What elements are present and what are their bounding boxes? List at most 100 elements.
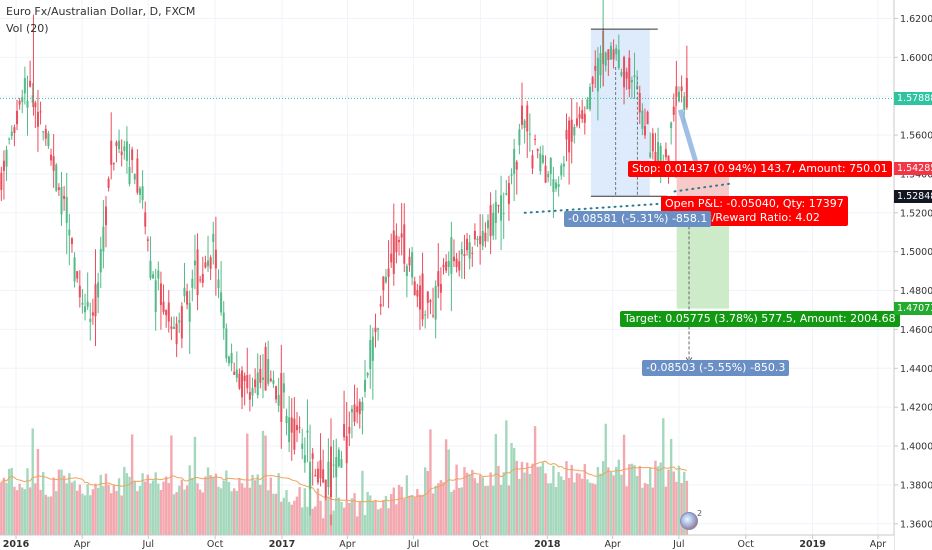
- candle-body: [654, 152, 657, 165]
- candle-body: [301, 443, 304, 449]
- volume-bar: [31, 428, 34, 535]
- volume-bar: [418, 494, 422, 535]
- candle-body: [238, 373, 241, 389]
- candle-body: [403, 224, 406, 264]
- candle-body: [327, 461, 330, 488]
- time-axis: 2016 Apr Jul Oct 2017 Apr Jul Oct 2018 Apr Jul Oct 2…: [0, 534, 894, 550]
- volume-bar: [10, 467, 13, 535]
- candle-body: [489, 205, 492, 237]
- volume-bar: [578, 473, 581, 535]
- volume-bar: [251, 474, 254, 535]
- candle-body: [350, 408, 353, 413]
- candle-body: [570, 119, 573, 142]
- time-tick-label: 2016: [3, 539, 30, 550]
- volume-bar: [350, 498, 354, 535]
- candle-body: [133, 174, 136, 180]
- volume-bar: [463, 467, 466, 535]
- candle-body: [392, 230, 395, 274]
- candle-body: [180, 306, 183, 339]
- volume-bar: [154, 472, 157, 535]
- candle-body: [241, 370, 244, 398]
- candle-body: [625, 71, 628, 79]
- candle-body: [34, 102, 37, 108]
- volume-bar: [599, 473, 602, 535]
- candle-body: [442, 264, 445, 268]
- candle-body: [277, 394, 280, 406]
- candle-body: [225, 328, 228, 359]
- volume-bar: [539, 466, 542, 535]
- candle-body: [513, 148, 516, 174]
- candle-body: [607, 49, 610, 60]
- candle-body: [405, 265, 408, 277]
- volume-bar: [410, 494, 414, 535]
- candle-body: [159, 283, 162, 306]
- volume-bar: [138, 486, 142, 535]
- volume-bar: [604, 423, 607, 535]
- candle-body: [330, 446, 333, 498]
- target-label: Target: 0.05775 (3.78%) 577.5, Amount: 2…: [620, 311, 900, 327]
- volume-bar: [172, 494, 176, 535]
- volume-bar: [73, 480, 76, 535]
- volume-bar: [149, 483, 152, 535]
- candle-body: [47, 133, 50, 147]
- candle-body: [353, 404, 356, 422]
- price-tick-label: 1.48000: [900, 286, 932, 297]
- volume-bar: [685, 480, 689, 535]
- drawing-lines: [0, 28, 892, 363]
- volume-bar: [510, 442, 513, 535]
- globe-icon[interactable]: [680, 512, 698, 530]
- volume-bar: [128, 476, 131, 535]
- candle-body: [52, 156, 55, 171]
- volume-bar: [408, 496, 411, 535]
- candle-body: [214, 249, 217, 269]
- volume-bar: [486, 485, 490, 535]
- candle-body: [667, 155, 670, 164]
- volume-bar: [573, 482, 576, 535]
- volume-bar: [680, 482, 683, 535]
- volume-bar: [481, 477, 484, 535]
- volume-bar: [664, 486, 668, 535]
- candle-body: [641, 110, 644, 129]
- volume-bar: [369, 495, 372, 535]
- candle-body: [8, 138, 11, 140]
- candle-body: [280, 373, 283, 422]
- volume-bar: [492, 485, 495, 535]
- candle-body: [269, 378, 272, 381]
- candle-body: [267, 359, 270, 384]
- candle-body: [39, 111, 42, 113]
- open-pnl-text: Open P&L: -0.05040, Qty: 17397: [665, 197, 844, 210]
- volume-bar: [133, 480, 136, 535]
- volume-bar: [651, 487, 655, 535]
- candle-body: [220, 292, 223, 313]
- volume-bar: [389, 494, 393, 535]
- volume-bar: [672, 471, 675, 535]
- volume-bar: [261, 430, 265, 535]
- volume-bar: [319, 500, 322, 535]
- price-tick-label: 1.40000: [900, 442, 932, 453]
- volume-bar: [28, 487, 32, 535]
- volume-bar: [426, 471, 430, 535]
- time-tick-label: Jul: [142, 539, 154, 550]
- volume-bar: [617, 459, 621, 535]
- volume-bar: [447, 449, 450, 535]
- candle-body: [418, 285, 421, 310]
- candle-body: [683, 96, 686, 110]
- candle-body: [0, 172, 3, 190]
- candle-body: [191, 278, 194, 288]
- volume-bar: [316, 488, 320, 535]
- volume-bar: [222, 480, 225, 535]
- price-tick-label: 1.38000: [900, 480, 932, 491]
- candle-body: [620, 72, 623, 76]
- candle-body: [387, 268, 390, 277]
- volume-bar: [15, 490, 19, 535]
- volume-bar: [643, 483, 647, 535]
- volume-bar: [575, 473, 579, 535]
- candle-body: [125, 141, 128, 161]
- volume-bar: [274, 493, 278, 535]
- candle-body: [583, 113, 586, 123]
- candle-body: [552, 179, 555, 193]
- volume-bar: [301, 507, 304, 535]
- candle-body: [173, 327, 176, 329]
